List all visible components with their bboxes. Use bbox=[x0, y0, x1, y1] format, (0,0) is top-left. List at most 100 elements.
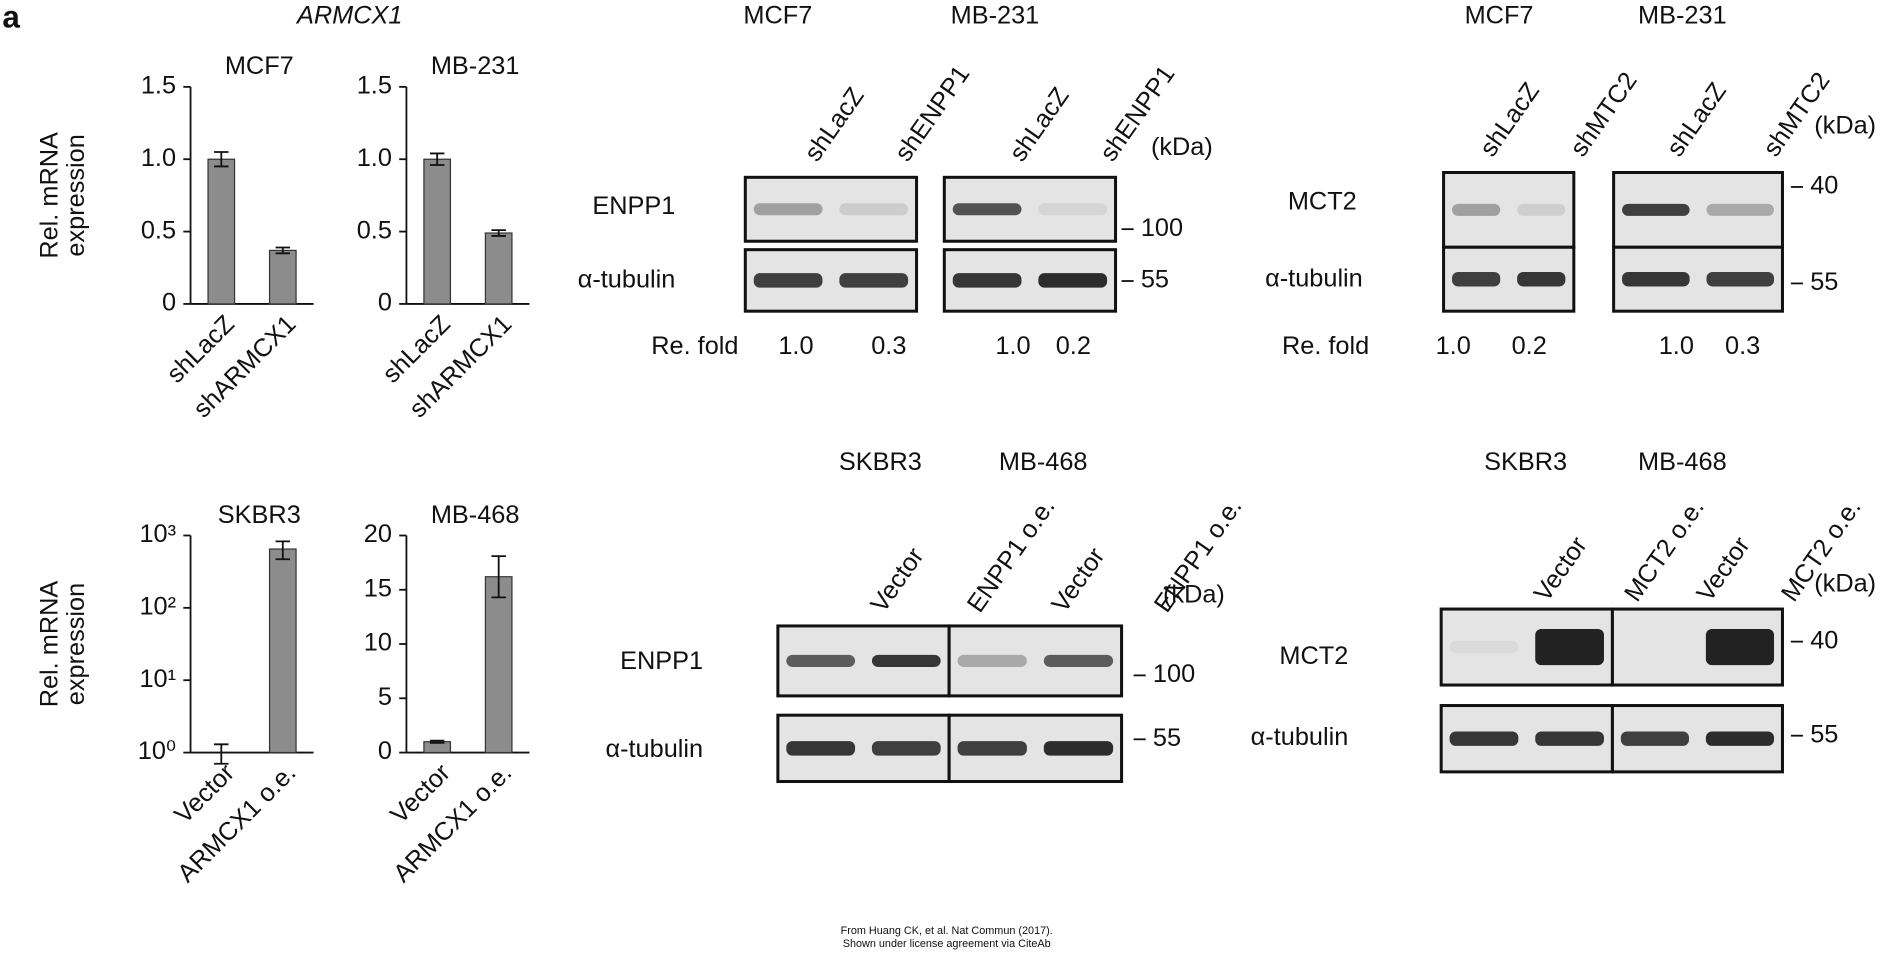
bar bbox=[423, 158, 452, 305]
error-bar bbox=[214, 151, 229, 168]
y-axis-label: Rel. mRNA bbox=[35, 581, 63, 708]
blot-band bbox=[1622, 271, 1690, 287]
y-tick-label: 10 bbox=[364, 629, 392, 657]
lane-label: Vector bbox=[1692, 531, 1756, 606]
blot-band bbox=[1452, 203, 1501, 216]
blot-band bbox=[786, 654, 856, 667]
lane-label: shLacZ bbox=[1661, 78, 1732, 162]
blot-band bbox=[1535, 628, 1604, 666]
chart-title: MB-468 bbox=[431, 501, 520, 529]
cell-line-label: MB-468 bbox=[999, 448, 1088, 476]
error-bar bbox=[214, 743, 229, 765]
blot-band bbox=[1043, 654, 1114, 667]
error-bar bbox=[491, 555, 506, 599]
bar bbox=[207, 158, 236, 305]
blot-band bbox=[1517, 271, 1566, 287]
blot-band bbox=[1517, 203, 1566, 216]
blot-band bbox=[952, 203, 1022, 216]
chart-title: SKBR3 bbox=[218, 501, 301, 529]
y-tick-label: 0 bbox=[378, 737, 392, 765]
blot-band bbox=[1706, 271, 1775, 287]
kda-marker: 55 bbox=[1153, 724, 1181, 752]
y-tick-label: 5 bbox=[378, 683, 392, 711]
lane-label: Vector bbox=[1529, 531, 1593, 606]
kda-marker: 55 bbox=[1810, 268, 1838, 296]
blot-band bbox=[1620, 731, 1689, 746]
blot-band bbox=[1535, 731, 1604, 746]
y-tick-label: 1.5 bbox=[357, 72, 392, 100]
blot-band bbox=[786, 741, 856, 756]
lane-label: shLacZ bbox=[799, 82, 870, 166]
bar bbox=[484, 232, 513, 305]
blot-band bbox=[1043, 741, 1114, 756]
fold-label: Re. fold bbox=[651, 332, 738, 360]
fold-value: 1.0 bbox=[778, 332, 813, 360]
kda-marker: 100 bbox=[1141, 214, 1183, 242]
blot-band bbox=[957, 654, 1027, 667]
blot-band bbox=[839, 273, 909, 288]
lane-label: Vector bbox=[1046, 542, 1110, 617]
blot-band bbox=[1452, 271, 1501, 287]
lane-label: ENPP1 o.e. bbox=[962, 493, 1061, 617]
fold-label: Re. fold bbox=[1282, 332, 1369, 360]
y-tick-label: 0.5 bbox=[357, 216, 392, 244]
y-axis-label: expression bbox=[62, 583, 90, 705]
error-bar bbox=[275, 540, 291, 561]
fold-value: 1.0 bbox=[1659, 332, 1694, 360]
error-bar bbox=[429, 739, 445, 744]
y-axis-label: expression bbox=[62, 134, 90, 256]
lane-label: shLacZ bbox=[1474, 78, 1545, 162]
row-label: α-tubulin bbox=[605, 735, 703, 763]
lane-label: Vector bbox=[865, 542, 929, 617]
y-tick-label: 1.0 bbox=[357, 144, 392, 172]
blot-band bbox=[952, 273, 1022, 288]
chart-title: MB-231 bbox=[431, 52, 520, 80]
y-tick-label: 15 bbox=[364, 574, 392, 602]
error-bar bbox=[491, 229, 506, 237]
cell-line-label: MB-231 bbox=[951, 2, 1040, 30]
unit-label: (kDa) bbox=[1814, 570, 1876, 598]
fold-value: 1.0 bbox=[995, 332, 1030, 360]
unit-label: (kDa) bbox=[1151, 133, 1213, 161]
y-tick-label: 10¹ bbox=[139, 665, 176, 693]
cell-line-label: SKBR3 bbox=[839, 448, 922, 476]
y-tick-label: 1.5 bbox=[141, 72, 176, 100]
blot-band bbox=[1622, 203, 1690, 216]
row-label: α-tubulin bbox=[1251, 723, 1349, 751]
cell-line-label: MCF7 bbox=[1465, 2, 1534, 30]
fold-value: 0.2 bbox=[1056, 332, 1091, 360]
blot-band bbox=[1705, 731, 1775, 746]
row-label: MCT2 bbox=[1279, 642, 1348, 670]
cell-line-label: MCF7 bbox=[743, 2, 812, 30]
y-axis-label: Rel. mRNA bbox=[35, 132, 63, 259]
fold-value: 0.3 bbox=[1725, 332, 1760, 360]
cell-line-label: MB-468 bbox=[1638, 448, 1727, 476]
fold-value: 1.0 bbox=[1436, 332, 1471, 360]
kda-marker: 55 bbox=[1810, 720, 1838, 748]
kda-marker: 40 bbox=[1810, 626, 1838, 654]
y-tick-label: 10³ bbox=[139, 520, 176, 548]
row-label: α-tubulin bbox=[578, 266, 676, 294]
error-bar bbox=[275, 246, 291, 255]
error-bar bbox=[429, 152, 445, 166]
row-label: α-tubulin bbox=[1265, 265, 1363, 293]
blot-band bbox=[753, 203, 823, 216]
blot-band bbox=[1038, 203, 1108, 216]
y-tick-label: 0.5 bbox=[141, 216, 176, 244]
blot-band bbox=[1705, 628, 1775, 666]
blot-band bbox=[1706, 203, 1775, 216]
blot-band bbox=[871, 654, 941, 667]
cell-line-label: SKBR3 bbox=[1484, 448, 1567, 476]
footer: Shown under license agreement via CiteAb bbox=[843, 938, 1051, 950]
lane-label: shMTC2 bbox=[1565, 67, 1643, 161]
fold-value: 0.2 bbox=[1512, 332, 1547, 360]
y-tick-label: 10⁰ bbox=[138, 737, 176, 765]
blot-band bbox=[1449, 731, 1519, 746]
y-tick-label: 10² bbox=[139, 593, 176, 621]
row-label: MCT2 bbox=[1288, 187, 1357, 215]
blot-band bbox=[871, 741, 941, 756]
kda-marker: 55 bbox=[1141, 266, 1169, 294]
row-label: ENPP1 bbox=[620, 647, 703, 675]
